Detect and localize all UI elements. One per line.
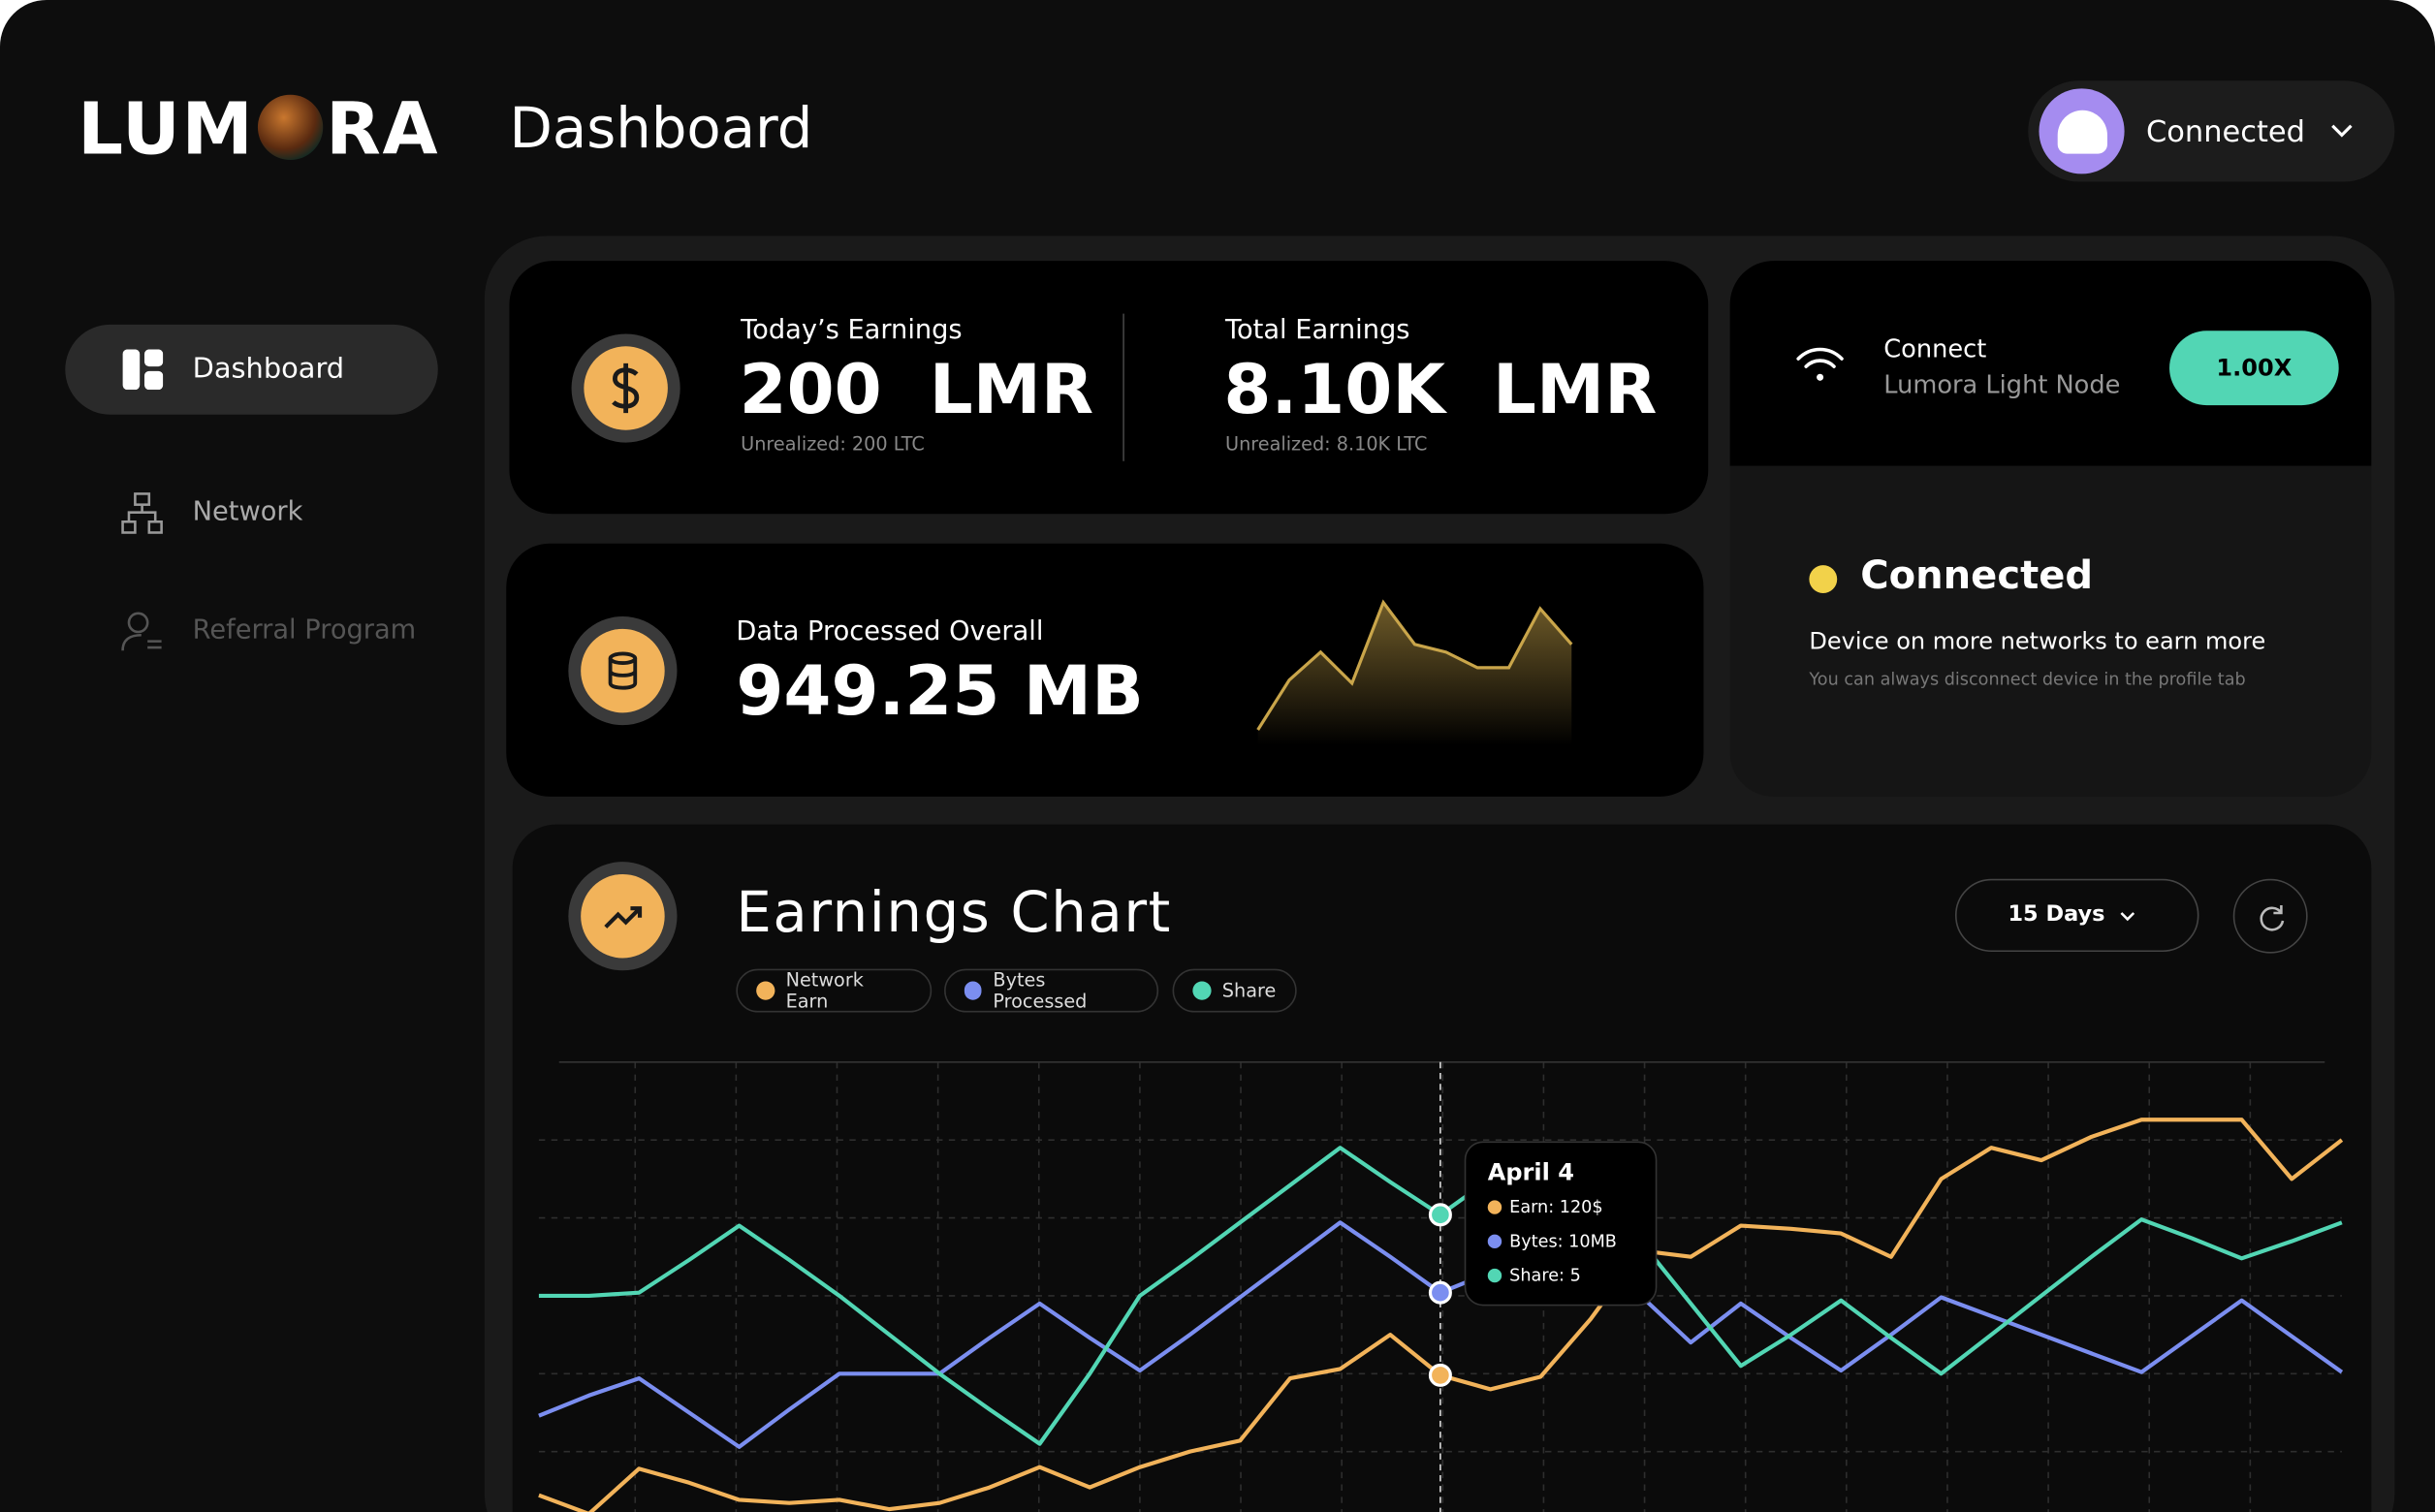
stat-value: 8.10K LMR	[1223, 351, 1658, 430]
chevron	[2120, 912, 2135, 922]
status-message: Device on more networks to earn more	[1809, 627, 2266, 656]
wallet-button[interactable]: Connected	[2028, 80, 2395, 182]
chevron	[2331, 124, 2353, 138]
chart-title: Earnings Chart	[736, 881, 1172, 946]
legend-label: Share	[1221, 979, 1277, 1002]
legend-item: Share	[1172, 968, 1297, 1013]
trend-icon	[568, 862, 678, 971]
page-title: Dashboard	[509, 97, 813, 162]
logo-text: RA	[326, 86, 440, 172]
refresh-button[interactable]	[2232, 878, 2308, 954]
tooltip-point	[1428, 1363, 1452, 1387]
legend-swatch	[964, 981, 983, 1000]
tooltip-swatch	[1487, 1200, 1502, 1214]
legend-swatch	[756, 981, 775, 1000]
stat-value: 200 LMR	[739, 351, 1094, 430]
nav-item[interactable]: Network	[65, 474, 437, 551]
node-name: Lumora Light Node	[1883, 369, 2121, 399]
tooltip-line: Share: 5	[1487, 1265, 1581, 1286]
tooltip-point	[1428, 1203, 1452, 1227]
dashboard-icon	[122, 349, 164, 391]
status-hint: You can always disconnect device in the …	[1809, 669, 2246, 690]
nav-item-active[interactable]: Dashboard	[65, 324, 438, 415]
trend-glyph	[604, 906, 643, 929]
nav-label: Dashboard	[192, 352, 345, 386]
legend-label: Network Earn	[785, 968, 864, 1013]
wifi-icon	[1796, 347, 1844, 381]
network-icon	[121, 492, 163, 534]
node-card: Connect Lumora Light Node 1.00X Connecte…	[1729, 261, 2372, 797]
stat-note: Unrealized: 200 LTC	[741, 432, 925, 456]
tooltip-swatch	[1487, 1234, 1502, 1249]
tooltip-line: Bytes: 10MB	[1487, 1231, 1617, 1252]
sparkline	[1256, 599, 1573, 731]
stat-label: Today’s Earnings	[741, 315, 963, 347]
dollar-icon	[571, 333, 680, 443]
referral-icon	[121, 612, 162, 651]
avatar-ghost	[2057, 110, 2107, 154]
nav-item[interactable]: Referral Program	[65, 591, 437, 669]
status-dot	[1809, 565, 1838, 593]
stat-label: Total Earnings	[1225, 315, 1410, 347]
tooltip-point	[1428, 1280, 1452, 1305]
status-text: Connected	[1860, 552, 2094, 598]
nav-label: Network	[192, 496, 303, 528]
tooltip-text: Earn: 120$	[1509, 1197, 1603, 1217]
tooltip-text: Bytes: 10MB	[1509, 1231, 1617, 1252]
sparkline-area	[1257, 602, 1572, 745]
legend-item: Bytes Processed	[944, 968, 1159, 1013]
dollar-glyph	[612, 362, 640, 414]
divider	[1123, 313, 1124, 461]
database-icon	[568, 616, 678, 726]
tooltip-text: Share: 5	[1509, 1265, 1581, 1286]
logo: LUM RA	[78, 87, 439, 172]
legend-item: Network Earn	[736, 968, 933, 1013]
logo-orb	[257, 94, 323, 161]
multiplier-button[interactable]: 1.00X	[2169, 331, 2339, 406]
refresh-icon	[2260, 904, 2285, 931]
logo-text: LUM	[78, 86, 255, 172]
nav-label: Referral Program	[192, 614, 417, 646]
tooltip-line: Earn: 120$	[1487, 1197, 1603, 1217]
stat-label: Data Processed Overall	[736, 616, 1044, 648]
earnings-card: Today’s Earnings 200 LMR Unrealized: 200…	[509, 261, 1709, 515]
chart-card: Earnings Chart 15 Days	[512, 824, 2372, 1512]
avatar	[2039, 88, 2125, 174]
range-label: 15 Days	[2008, 901, 2105, 928]
tooltip: April 4 Earn: 120$ Bytes: 10MB Share: 5	[1464, 1141, 1658, 1307]
stat-value: 949.25 MB	[736, 651, 1144, 732]
tooltip-swatch	[1487, 1268, 1502, 1283]
range-dropdown[interactable]: 15 Days	[1954, 878, 2199, 953]
legend-label: Bytes Processed	[993, 968, 1088, 1013]
stat-note: Unrealized: 8.10K LTC	[1225, 432, 1428, 456]
connect-label: Connect	[1883, 333, 1987, 363]
database-glyph	[608, 651, 638, 690]
tooltip-title: April 4	[1487, 1158, 1574, 1186]
wallet-status: Connected	[2146, 114, 2305, 149]
legend-swatch	[1192, 981, 1212, 1000]
